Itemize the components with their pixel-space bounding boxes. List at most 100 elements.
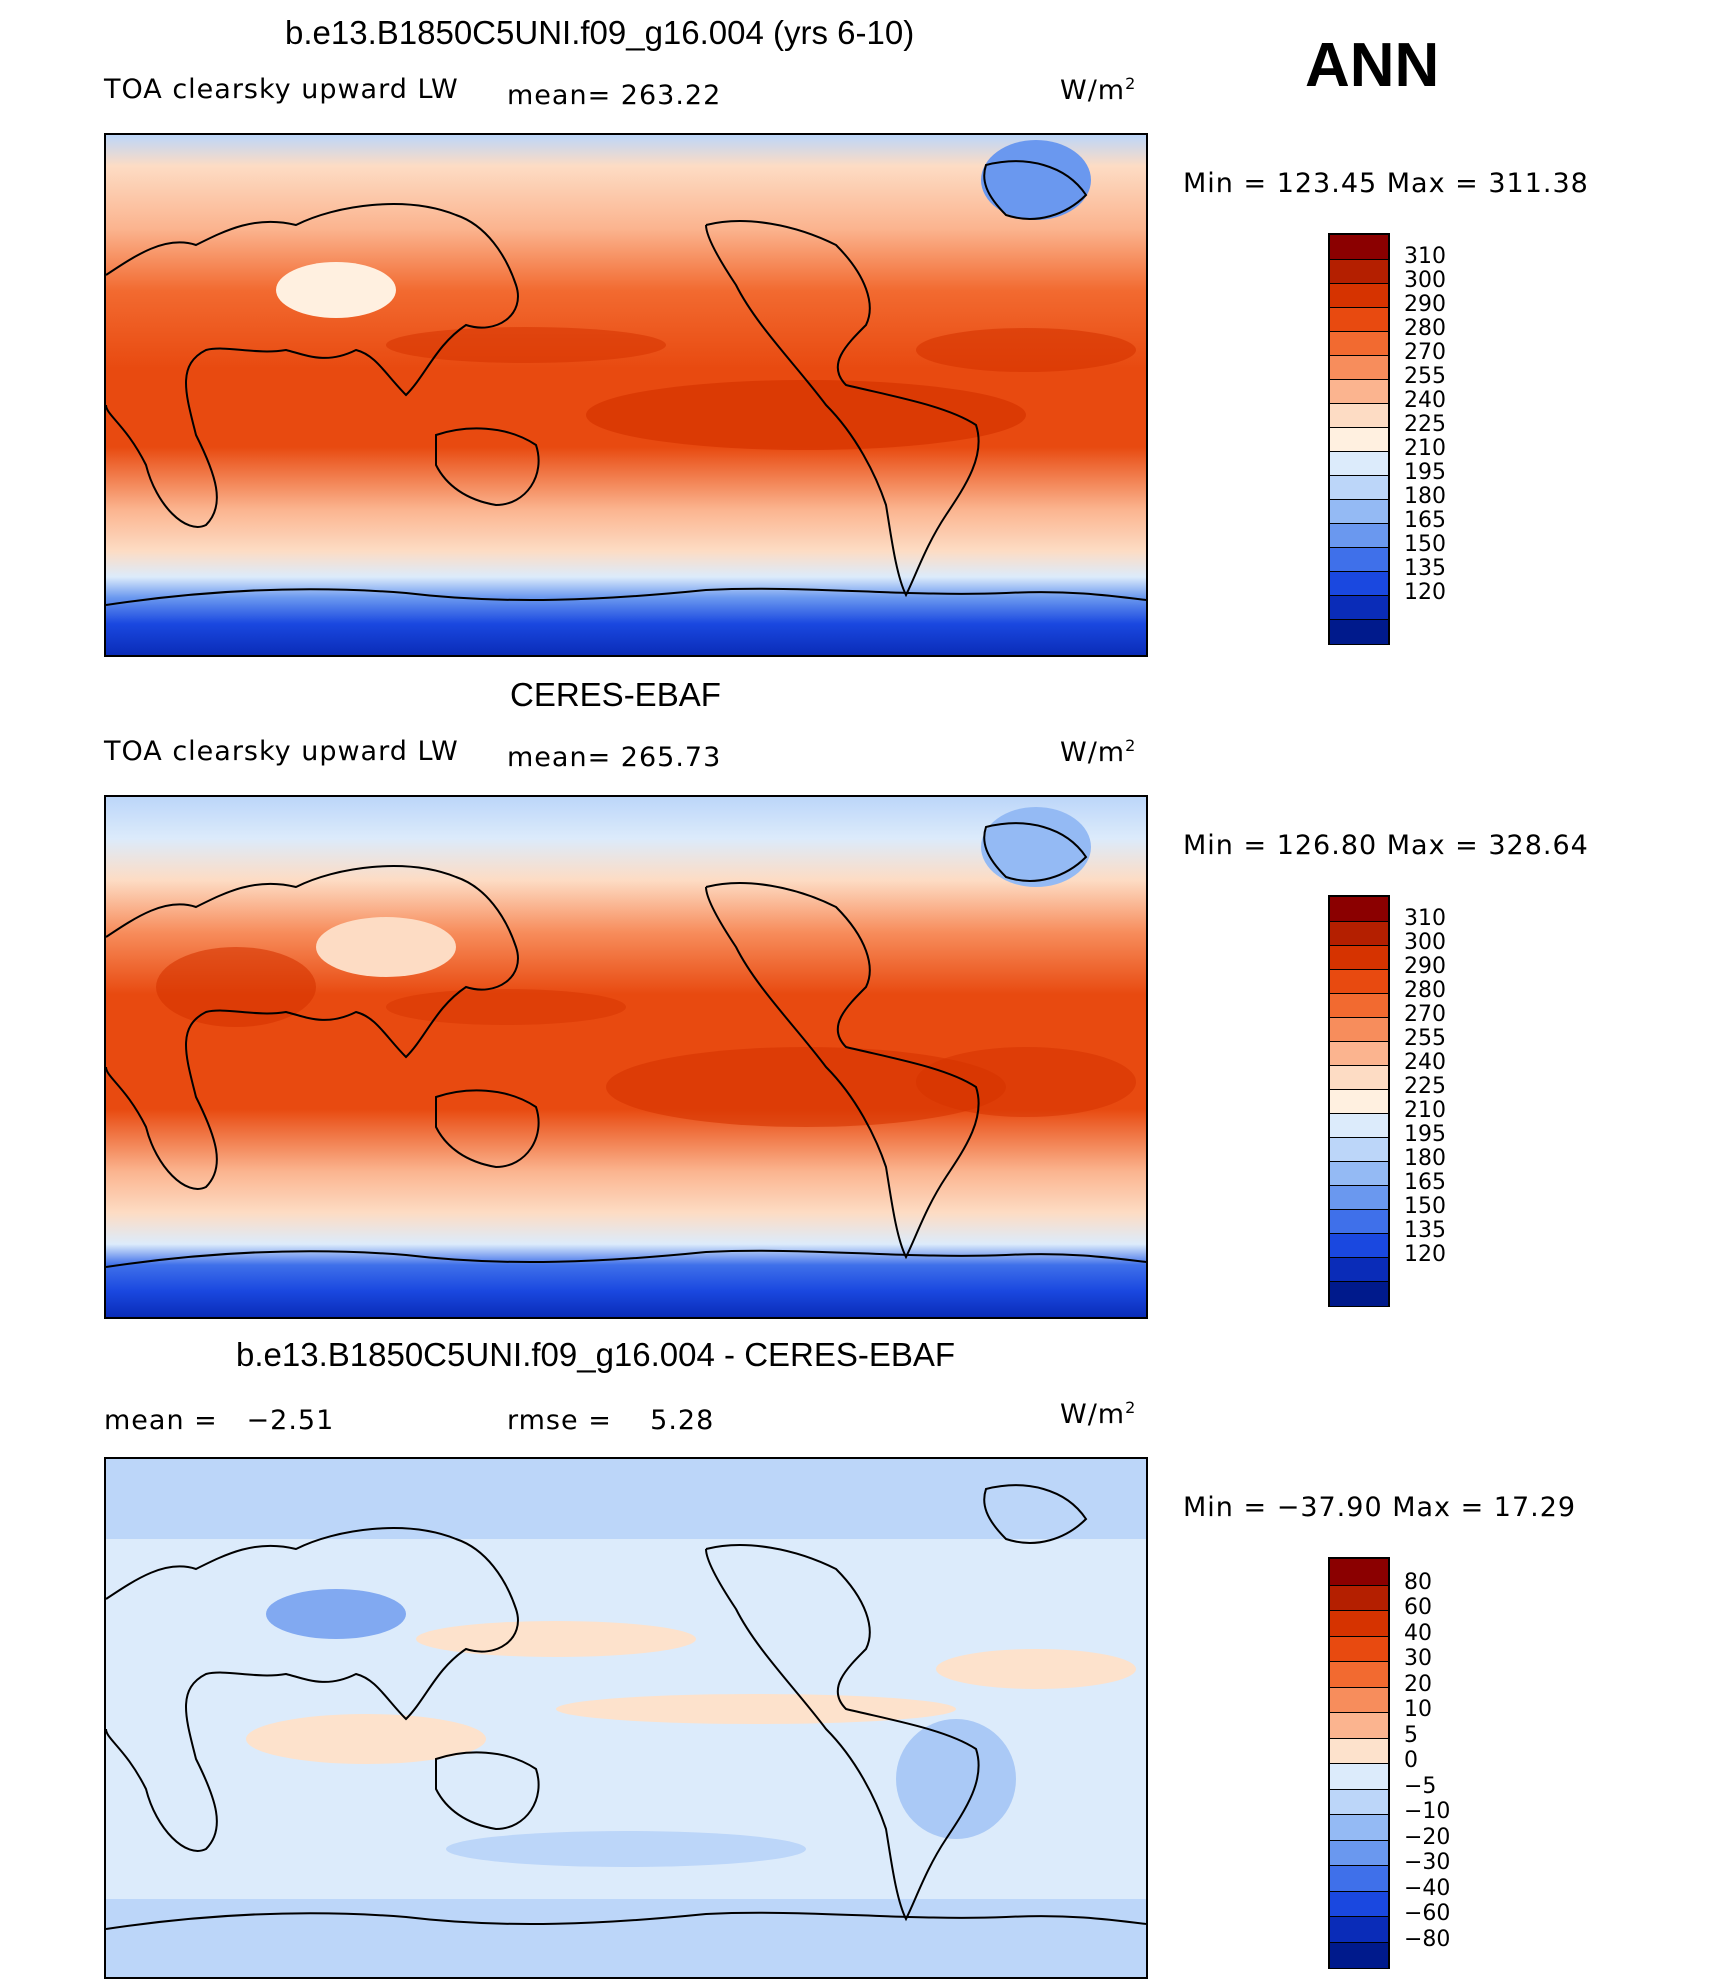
panel-1-map <box>104 133 1148 657</box>
panel-3-units: W/m2 <box>1060 1398 1137 1430</box>
colorbar-level-label: 290 <box>1404 292 1446 317</box>
panel-2-variable-label: TOA clearsky upward LW <box>104 736 459 767</box>
colorbar-level-label: 135 <box>1404 556 1446 581</box>
panel-3-mean: mean = −2.51 <box>104 1405 335 1436</box>
panel-1-mean-value: 263.22 <box>620 80 722 111</box>
colorbar-level-label: 150 <box>1404 532 1446 557</box>
colorbar-swatch <box>1330 427 1388 452</box>
colorbar-swatch <box>1330 1890 1388 1917</box>
colorbar-level-label: 5 <box>1404 1722 1418 1748</box>
colorbar-level-label: 60 <box>1404 1595 1432 1620</box>
colorbar-level-label: −40 <box>1404 1875 1451 1901</box>
colorbar-swatch <box>1330 1281 1388 1306</box>
panel-2-mean-value: 265.73 <box>620 742 722 773</box>
colorbar-level-label: −5 <box>1404 1773 1437 1799</box>
colorbar-swatch <box>1330 993 1388 1018</box>
colorbar-swatch <box>1330 1185 1388 1210</box>
panel-1-minmax: Min = 123.45 Max = 311.38 <box>1183 168 1589 199</box>
colorbar-swatch <box>1330 1584 1388 1611</box>
colorbar-swatch <box>1330 1635 1388 1662</box>
colorbar-swatch <box>1330 1065 1388 1090</box>
panel-3-colorbar <box>1328 1557 1390 1969</box>
colorbar-level-label: 225 <box>1404 412 1446 437</box>
colorbar-level-label: 310 <box>1404 906 1446 931</box>
colorbar-level-label: 255 <box>1404 1026 1446 1051</box>
panel-2-map <box>104 795 1148 1319</box>
colorbar-swatch <box>1330 1814 1388 1841</box>
panel-1-map-graphic <box>106 135 1146 655</box>
colorbar-level-label: −20 <box>1404 1824 1451 1850</box>
colorbar-swatch <box>1330 355 1388 380</box>
colorbar-swatch <box>1330 307 1388 332</box>
colorbar-level-label: 30 <box>1404 1646 1432 1671</box>
colorbar-swatch <box>1330 1686 1388 1713</box>
panel-2-map-graphic <box>106 797 1146 1317</box>
colorbar-swatch <box>1330 1788 1388 1815</box>
panel-3-minmax: Min = −37.90 Max = 17.29 <box>1183 1492 1577 1523</box>
colorbar-swatch <box>1330 1610 1388 1637</box>
colorbar-swatch <box>1330 1257 1388 1282</box>
colorbar-swatch <box>1330 969 1388 994</box>
colorbar-level-label: 135 <box>1404 1218 1446 1243</box>
colorbar-level-label: 210 <box>1404 436 1446 461</box>
colorbar-level-label: 150 <box>1404 1194 1446 1219</box>
colorbar-level-label: −10 <box>1404 1799 1451 1824</box>
colorbar-swatch <box>1330 451 1388 476</box>
colorbar-level-label: 210 <box>1404 1098 1446 1123</box>
panel-2-units: W/m2 <box>1060 736 1137 768</box>
panel-3-title: b.e13.B1850C5UNI.f09_g16.004 - CERES-EBA… <box>236 1336 956 1373</box>
colorbar-swatch <box>1330 1233 1388 1258</box>
colorbar-level-label: 310 <box>1404 244 1446 269</box>
colorbar-swatch <box>1330 1737 1388 1764</box>
panel-3-map-graphic <box>106 1459 1146 1977</box>
colorbar-swatch <box>1330 1559 1388 1585</box>
colorbar-swatch <box>1330 1712 1388 1739</box>
colorbar-swatch <box>1330 379 1388 404</box>
colorbar-swatch <box>1330 897 1388 921</box>
colorbar-level-label: −80 <box>1404 1926 1451 1952</box>
colorbar-swatch <box>1330 1763 1388 1790</box>
colorbar-swatch <box>1330 1017 1388 1042</box>
colorbar-swatch <box>1330 1113 1388 1138</box>
panel-3-map <box>104 1457 1148 1979</box>
panel-1-title: b.e13.B1850C5UNI.f09_g16.004 (yrs 6-10) <box>285 14 915 51</box>
colorbar-level-label: 225 <box>1404 1074 1446 1099</box>
colorbar-level-label: −60 <box>1404 1901 1451 1926</box>
colorbar-level-label: 270 <box>1404 1002 1446 1027</box>
colorbar-level-label: 180 <box>1404 484 1446 509</box>
panel-3-rmse-value: 5.28 <box>650 1405 715 1436</box>
colorbar-level-label: 165 <box>1404 1170 1446 1195</box>
colorbar-level-label: 240 <box>1404 388 1446 413</box>
colorbar-level-label: 290 <box>1404 954 1446 979</box>
colorbar-swatch <box>1330 1865 1388 1892</box>
colorbar-swatch <box>1330 1941 1388 1968</box>
colorbar-level-label: 300 <box>1404 930 1446 955</box>
colorbar-swatch <box>1330 1089 1388 1114</box>
panel-2-title: CERES-EBAF <box>510 676 721 713</box>
colorbar-swatch <box>1330 595 1388 620</box>
colorbar-swatch <box>1330 403 1388 428</box>
colorbar-level-label: 195 <box>1404 1122 1446 1147</box>
panel-1-mean-label: mean= 263.22 <box>507 80 722 111</box>
colorbar-level-label: 40 <box>1404 1620 1432 1646</box>
colorbar-level-label: −30 <box>1404 1850 1451 1875</box>
colorbar-swatch <box>1330 1161 1388 1186</box>
colorbar-swatch <box>1330 259 1388 284</box>
panel-3-rmse: rmse = 5.28 <box>507 1405 715 1436</box>
colorbar-swatch <box>1330 1041 1388 1066</box>
colorbar-swatch <box>1330 499 1388 524</box>
colorbar-swatch <box>1330 571 1388 596</box>
colorbar-level-label: 255 <box>1404 364 1446 389</box>
colorbar-level-label: 280 <box>1404 978 1446 1003</box>
colorbar-swatch <box>1330 1916 1388 1943</box>
colorbar-swatch <box>1330 1661 1388 1688</box>
colorbar-swatch <box>1330 235 1388 259</box>
panel-1-variable-label: TOA clearsky upward LW <box>104 74 459 105</box>
colorbar-level-label: 80 <box>1404 1569 1432 1595</box>
colorbar-swatch <box>1330 921 1388 946</box>
colorbar-swatch <box>1330 945 1388 970</box>
colorbar-swatch <box>1330 1137 1388 1162</box>
season-label: ANN <box>1305 31 1440 100</box>
colorbar-swatch <box>1330 547 1388 572</box>
colorbar-swatch <box>1330 1839 1388 1866</box>
